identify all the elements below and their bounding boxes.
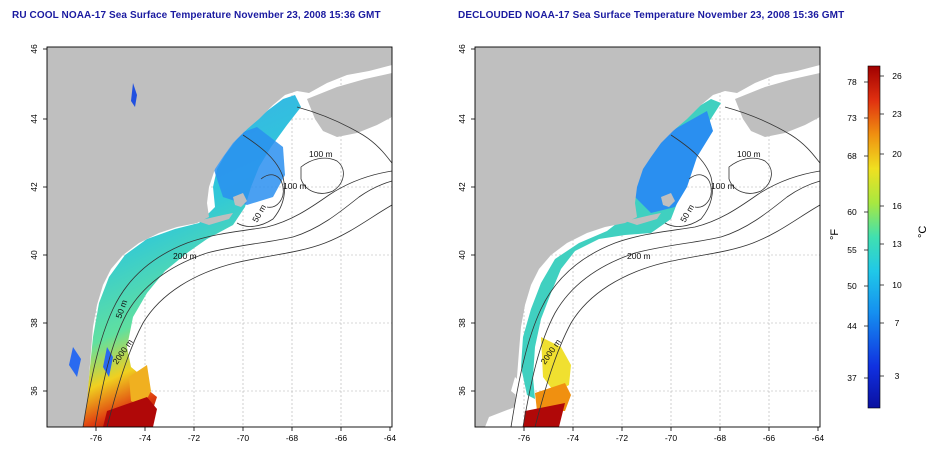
left-map-axes: -76 -74 -72 -70 -68 -66 -64 46 44 42 40 38 36: [29, 44, 396, 443]
left-lat-tick-label: 40: [29, 250, 39, 260]
right-lat-tick-label: 40: [457, 250, 467, 260]
right-contour-label-4: 200 m: [627, 251, 651, 261]
right-map-axes: -76 -74 -72 -70 -68 -66 -64 46 44 42 40 38 36: [457, 44, 824, 443]
left-lon-tick-label: -68: [286, 433, 299, 443]
right-contour-label-2: 100 m: [711, 181, 735, 191]
right-contour-label-1: 100 m: [737, 149, 761, 159]
left-map-title: RU COOL NOAA-17 Sea Surface Temperature …: [12, 10, 381, 21]
left-lon-tick-label: -70: [237, 433, 250, 443]
right-lat-tick-label: 44: [457, 114, 467, 124]
celsius-tick-label: 13: [892, 239, 902, 249]
right-sst-map: 100 m 100 m 50 m 200 m 2000 m: [474, 46, 821, 428]
celsius-tick-label: 23: [892, 109, 902, 119]
left-lat-tick-label: 38: [29, 318, 39, 328]
left-lon-tick-label: -64: [384, 433, 397, 443]
right-lat-tick-label: 42: [457, 182, 467, 192]
celsius-tick-label: 16: [892, 201, 902, 211]
left-lat-tick-label: 36: [29, 386, 39, 396]
right-lon-tick-label: -74: [567, 433, 580, 443]
right-lon-tick-label: -70: [665, 433, 678, 443]
fahrenheit-tick-label: 44: [847, 321, 857, 331]
fahrenheit-tick-label: 60: [847, 207, 857, 217]
fahrenheit-tick-label: 37: [847, 373, 857, 383]
celsius-tick-label: 26: [892, 71, 902, 81]
left-contour-label-1: 100 m: [309, 149, 333, 159]
left-contour-label-2: 100 m: [283, 181, 307, 191]
right-lon-tick-label: -76: [518, 433, 531, 443]
celsius-ticks: 26 23 20 16 13 10 7 3: [880, 71, 902, 381]
left-sst-map: 100 m 100 m 50 m 200 m 50 m 2000 m: [46, 46, 393, 428]
left-lon-tick-label: -76: [90, 433, 103, 443]
right-lat-tick-label: 36: [457, 386, 467, 396]
right-lat-tick-label: 38: [457, 318, 467, 328]
fahrenheit-tick-label: 50: [847, 281, 857, 291]
fahrenheit-tick-label: 68: [847, 151, 857, 161]
left-lat-tick-label: 42: [29, 182, 39, 192]
celsius-tick-label: 3: [895, 371, 900, 381]
right-lat-tick-label: 46: [457, 44, 467, 54]
fahrenheit-ticks: 78 73 68 60 55 50 44 37: [847, 77, 868, 383]
fahrenheit-tick-label: 78: [847, 77, 857, 87]
colorbar-gradient: [867, 65, 881, 409]
right-lon-tick-label: -68: [714, 433, 727, 443]
right-lon-tick-label: -66: [763, 433, 776, 443]
left-lon-tick-label: -66: [335, 433, 348, 443]
celsius-tick-label: 20: [892, 149, 902, 159]
left-lon-tick-label: -72: [188, 433, 201, 443]
left-lat-tick-label: 46: [29, 44, 39, 54]
left-lat-tick-label: 44: [29, 114, 39, 124]
fahrenheit-tick-label: 73: [847, 113, 857, 123]
celsius-tick-label: 10: [892, 280, 902, 290]
left-contour-label-4: 200 m: [173, 251, 197, 261]
fahrenheit-tick-label: 55: [847, 245, 857, 255]
celsius-label: °C: [917, 226, 929, 238]
right-lon-tick-label: -72: [616, 433, 629, 443]
fahrenheit-label: °F: [829, 229, 841, 240]
celsius-tick-label: 7: [895, 318, 900, 328]
left-lon-tick-label: -74: [139, 433, 152, 443]
right-lon-tick-label: -64: [812, 433, 825, 443]
right-map-title: DECLOUDED NOAA-17 Sea Surface Temperatur…: [458, 10, 845, 21]
